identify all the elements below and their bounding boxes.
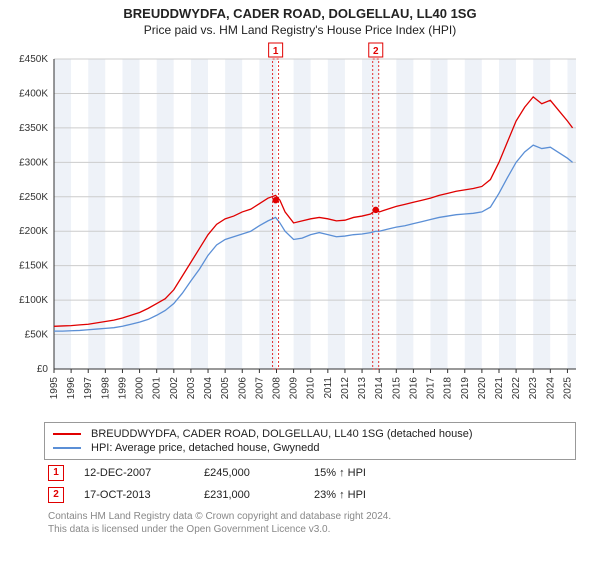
svg-text:2002: 2002: [169, 377, 180, 400]
license-line: Contains HM Land Registry data © Crown c…: [48, 510, 600, 523]
legend: BREUDDWYDFA, CADER ROAD, DOLGELLAU, LL40…: [44, 422, 576, 460]
sale-row: 2 17-OCT-2013 £231,000 23% ↑ HPI: [0, 484, 600, 506]
svg-text:2000: 2000: [135, 377, 146, 400]
svg-text:2009: 2009: [289, 377, 300, 400]
sale-marker: 2: [48, 487, 64, 503]
legend-swatch: [53, 433, 81, 435]
svg-text:£200K: £200K: [19, 226, 48, 237]
svg-text:£400K: £400K: [19, 88, 48, 99]
legend-swatch: [53, 447, 81, 449]
license-text: Contains HM Land Registry data © Crown c…: [0, 506, 600, 536]
svg-text:2025: 2025: [562, 377, 573, 400]
svg-text:£450K: £450K: [19, 54, 48, 65]
chart-subtitle: Price paid vs. HM Land Registry's House …: [0, 23, 600, 37]
legend-item: HPI: Average price, detached house, Gwyn…: [53, 441, 567, 455]
svg-text:2024: 2024: [545, 377, 556, 400]
svg-text:1997: 1997: [83, 377, 94, 400]
sale-date: 12-DEC-2007: [84, 467, 184, 479]
svg-text:2003: 2003: [186, 377, 197, 400]
svg-text:2010: 2010: [306, 377, 317, 400]
svg-text:2019: 2019: [460, 377, 471, 400]
svg-text:2014: 2014: [374, 377, 385, 400]
sale-price: £245,000: [204, 467, 294, 479]
svg-text:2012: 2012: [340, 377, 351, 400]
svg-text:2016: 2016: [408, 377, 419, 400]
legend-label: BREUDDWYDFA, CADER ROAD, DOLGELLAU, LL40…: [91, 428, 472, 440]
svg-text:2013: 2013: [357, 377, 368, 400]
svg-text:2: 2: [373, 46, 379, 57]
svg-text:2007: 2007: [254, 377, 265, 400]
sales-list: 1 12-DEC-2007 £245,000 15% ↑ HPI 2 17-OCT-201…: [0, 462, 600, 506]
svg-text:2008: 2008: [271, 377, 282, 400]
svg-text:£0: £0: [37, 364, 49, 375]
sale-hpi-delta: 15% ↑ HPI: [314, 467, 404, 479]
svg-text:2015: 2015: [391, 377, 402, 400]
svg-text:2021: 2021: [494, 377, 505, 400]
svg-text:2017: 2017: [426, 377, 437, 400]
svg-text:2011: 2011: [323, 377, 334, 399]
svg-text:2022: 2022: [511, 377, 522, 400]
chart-area: £0 £50K £100K £150K £200K £250K £300K £350K £400…: [10, 41, 590, 416]
svg-text:1999: 1999: [117, 377, 128, 400]
license-line: This data is licensed under the Open Gov…: [48, 523, 600, 536]
svg-text:£100K: £100K: [19, 295, 48, 306]
sale-price: £231,000: [204, 489, 294, 501]
legend-label: HPI: Average price, detached house, Gwyn…: [91, 442, 320, 454]
svg-text:1: 1: [273, 46, 279, 57]
svg-text:2020: 2020: [477, 377, 488, 400]
svg-text:2006: 2006: [237, 377, 248, 400]
svg-text:£50K: £50K: [25, 330, 49, 341]
svg-text:2018: 2018: [443, 377, 454, 400]
sale-hpi-delta: 23% ↑ HPI: [314, 489, 404, 501]
chart-title: BREUDDWYDFA, CADER ROAD, DOLGELLAU, LL40…: [0, 6, 600, 21]
svg-text:2004: 2004: [203, 377, 214, 400]
svg-text:2005: 2005: [220, 377, 231, 400]
svg-text:1996: 1996: [66, 377, 77, 400]
svg-text:£300K: £300K: [19, 157, 48, 168]
legend-item: BREUDDWYDFA, CADER ROAD, DOLGELLAU, LL40…: [53, 427, 567, 441]
price-chart: £0 £50K £100K £150K £200K £250K £300K £350K £400…: [10, 41, 590, 411]
sale-row: 1 12-DEC-2007 £245,000 15% ↑ HPI: [0, 462, 600, 484]
svg-text:£150K: £150K: [19, 261, 48, 272]
sale-marker: 1: [48, 465, 64, 481]
svg-text:£250K: £250K: [19, 192, 48, 203]
svg-text:2023: 2023: [528, 377, 539, 400]
svg-text:1995: 1995: [49, 377, 60, 400]
svg-text:1998: 1998: [100, 377, 111, 400]
svg-text:£350K: £350K: [19, 123, 48, 134]
sale-date: 17-OCT-2013: [84, 489, 184, 501]
svg-text:2001: 2001: [152, 377, 163, 400]
